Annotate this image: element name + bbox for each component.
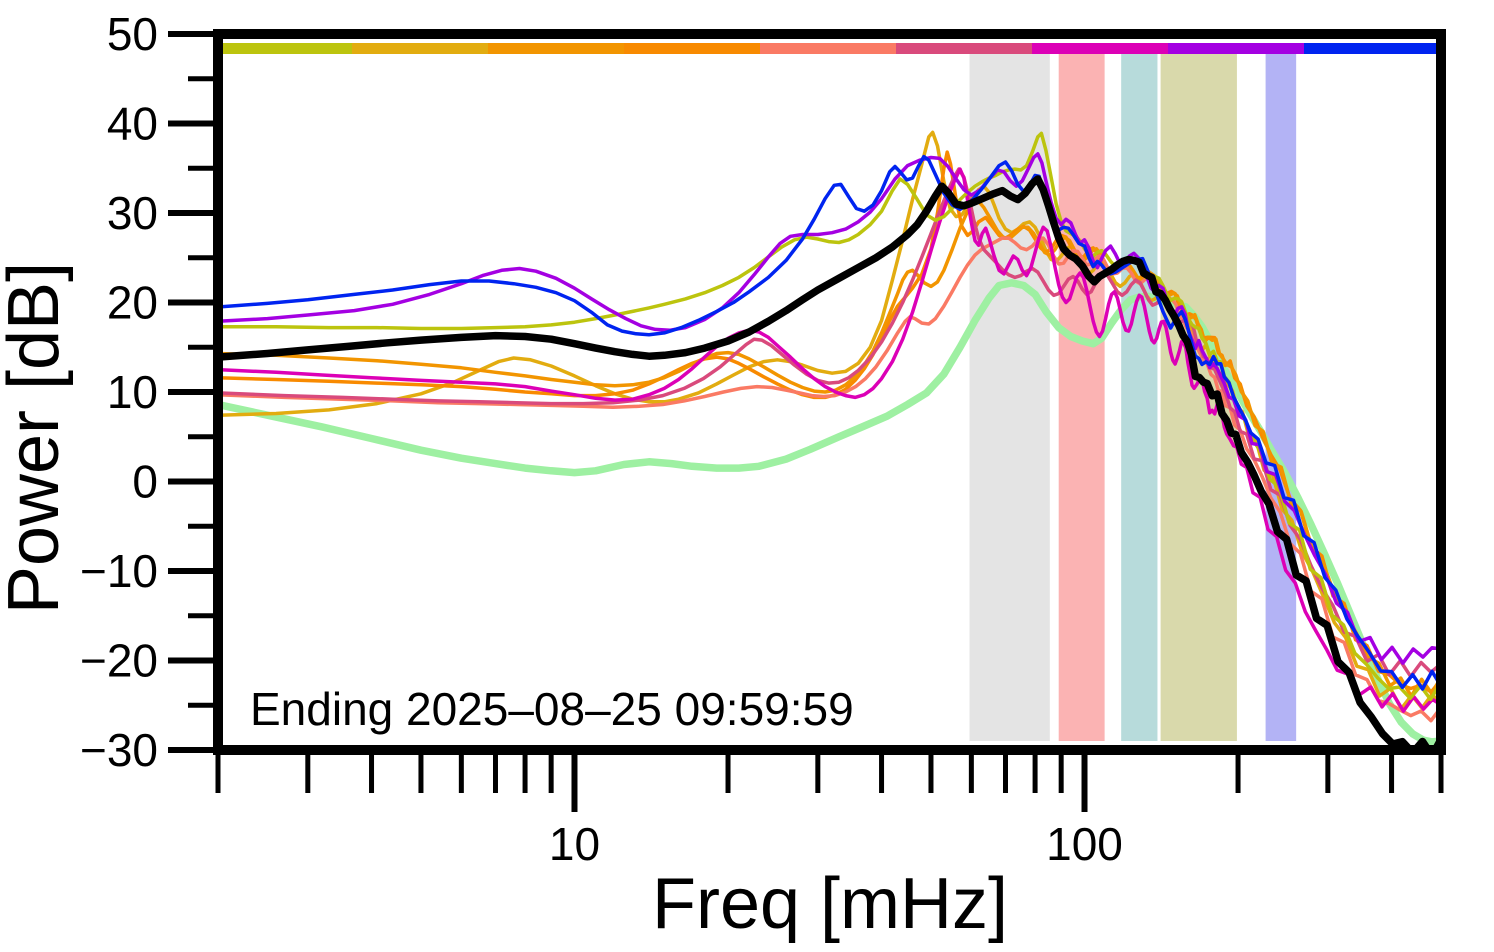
- y-tick-label-10: 10: [107, 366, 158, 418]
- trace-magenta: [218, 167, 1441, 713]
- x-axis-tick-labels: 10 100: [549, 818, 1123, 870]
- y-tick-label-−10: −10: [80, 545, 158, 597]
- x-axis-title: Freq [mHz]: [652, 864, 1008, 944]
- x-tick-label-10: 10: [549, 818, 600, 870]
- trace-orange: [218, 199, 1441, 698]
- y-tick-label-40: 40: [107, 98, 158, 150]
- band-teal: [1121, 54, 1158, 741]
- y-tick-label-0: 0: [132, 456, 158, 508]
- colorbar-segment-9: [1304, 43, 1441, 54]
- y-tick-label-20: 20: [107, 277, 158, 329]
- trace-salmon: [218, 236, 1441, 723]
- y-tick-label-30: 30: [107, 187, 158, 239]
- y-tick-label-50: 50: [107, 8, 158, 60]
- colorbar-segment-5: [760, 43, 897, 54]
- colorbar-segment-6: [896, 43, 1033, 54]
- y-axis-ticks: [168, 31, 213, 753]
- colorbar-segment-2: [352, 43, 489, 54]
- colorbar-segment-4: [624, 43, 761, 54]
- ending-time-annotation: Ending 2025–08–25 09:59:59: [250, 683, 854, 735]
- y-tick-label-−20: −20: [80, 635, 158, 687]
- time-colorbar-strip: [216, 43, 1441, 54]
- band-pink: [1058, 54, 1105, 741]
- colorbar-segment-8: [1168, 43, 1305, 54]
- trace-rose: [218, 167, 1441, 679]
- y-axis-tick-labels: 50 40 30 20 10 0 −10 −20 −30: [80, 8, 158, 776]
- colorbar-segment-7: [1032, 43, 1169, 54]
- x-tick-label-100: 100: [1046, 818, 1123, 870]
- plot-frame: [213, 29, 1446, 755]
- x-axis-ticks: [215, 755, 1444, 812]
- trace-black: [218, 175, 1441, 750]
- trace-purple: [218, 152, 1441, 665]
- y-axis-title: Power [dB]: [0, 262, 74, 614]
- spectra-curves: [218, 130, 1441, 750]
- trace-pale-green: [218, 279, 1441, 746]
- trace-yellow-green: [218, 131, 1441, 702]
- colorbar-segment-1: [216, 43, 353, 54]
- frequency-shade-bands: [969, 54, 1297, 741]
- y-tick-label-−30: −30: [80, 724, 158, 776]
- trace-blue: [218, 154, 1441, 691]
- colorbar-segment-3: [488, 43, 625, 54]
- band-lavender: [1265, 54, 1297, 741]
